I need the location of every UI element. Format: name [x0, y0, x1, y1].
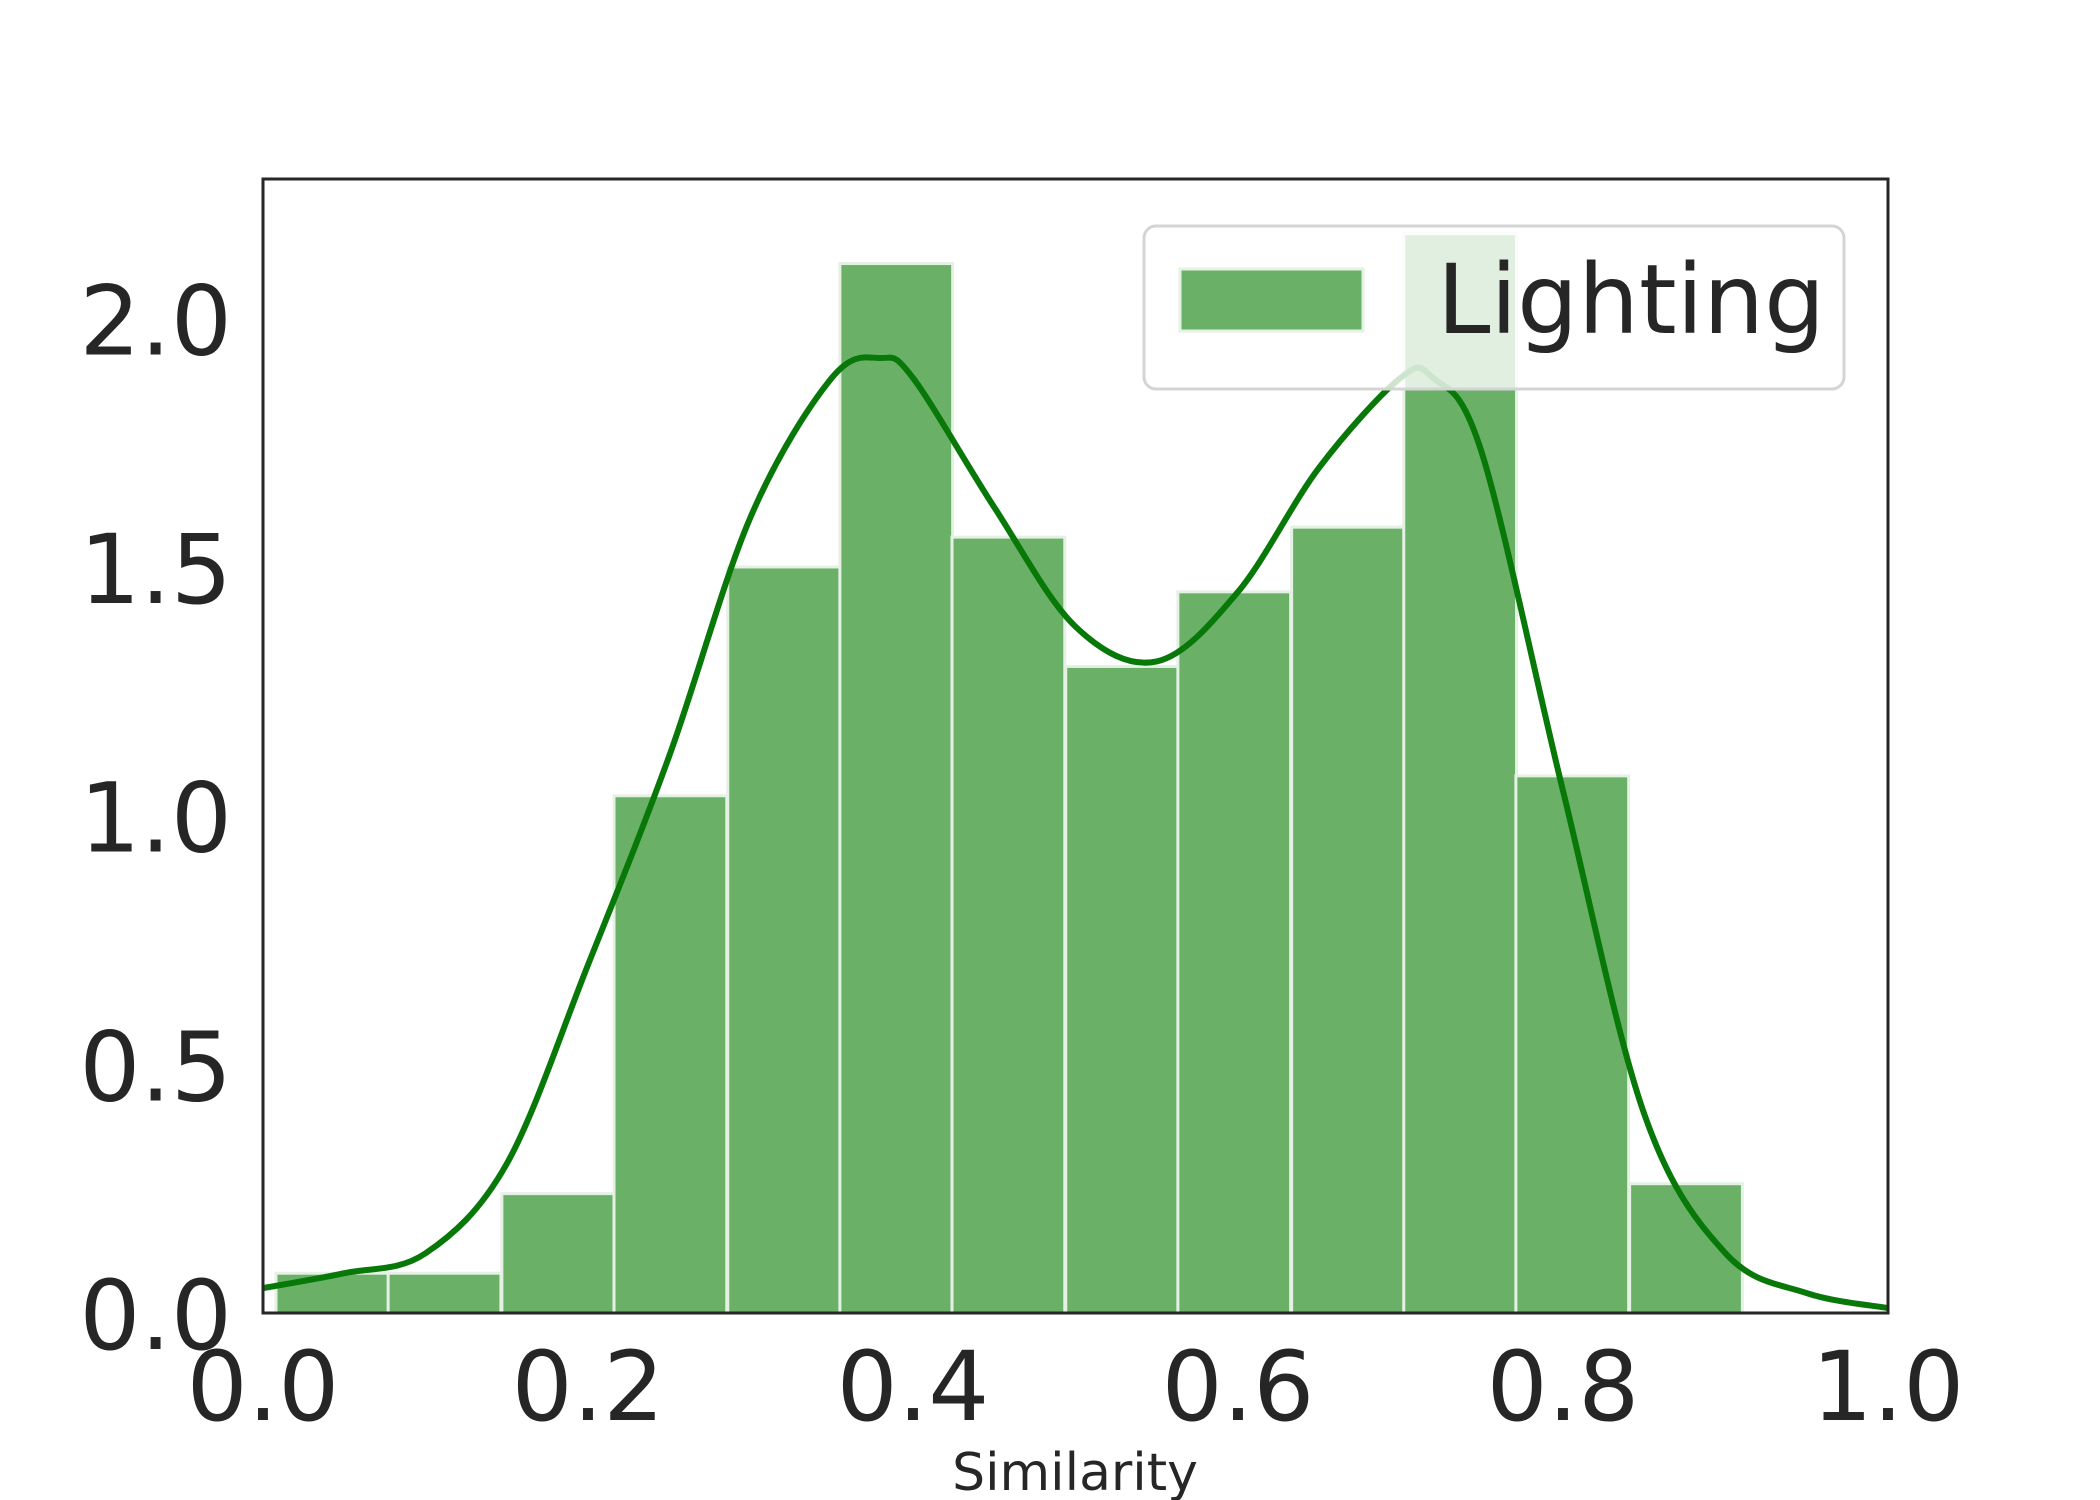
legend-frame	[1142, 224, 1846, 391]
y-axis-ticks: 0.0 0.5 1.0 1.5 2.0	[79, 265, 232, 1372]
histogram-bar-0	[274, 1271, 391, 1315]
plot-area-frame	[261, 177, 1890, 1315]
x-axis-ticks: 0.0 0.2 0.4 0.6 0.8 1.0	[187, 1331, 1965, 1443]
density-curve-line	[262, 354, 1889, 1311]
histogram-bar-8	[1176, 590, 1293, 1315]
x-axis-label: Similarity	[952, 1443, 1198, 1500]
histogram-bar-6	[950, 535, 1067, 1315]
histogram-bar-9	[1290, 525, 1406, 1315]
histogram-bar-4	[726, 565, 843, 1315]
x-tick-label-0: 0.0	[187, 1331, 340, 1443]
y-tick-label-1: 0.5	[79, 1011, 232, 1123]
y-tick-label-2: 1.0	[79, 763, 232, 875]
histogram-bar-10	[1402, 232, 1519, 1315]
histogram-bar-2	[500, 1192, 617, 1315]
legend: Lighting	[1142, 224, 1846, 391]
histogram-bar-5	[838, 262, 955, 1315]
histogram-bar-3	[612, 794, 729, 1315]
y-tick-label-4: 2.0	[79, 265, 232, 377]
x-tick-label-5: 1.0	[1812, 1331, 1965, 1443]
legend-label-lighting: Lighting	[1437, 244, 1825, 356]
histogram-bar-7	[1064, 664, 1181, 1315]
y-tick-label-3: 1.5	[79, 514, 232, 626]
y-tick-label-0: 0.0	[79, 1260, 232, 1372]
x-tick-label-1: 0.2	[512, 1331, 665, 1443]
histogram-bar-11	[1514, 774, 1631, 1315]
x-tick-label-3: 0.6	[1162, 1331, 1315, 1443]
x-tick-label-4: 0.8	[1487, 1331, 1640, 1443]
legend-swatch-lighting	[1178, 267, 1365, 333]
histogram-bar-1	[386, 1271, 503, 1315]
histogram-bars	[274, 232, 1744, 1315]
x-tick-label-2: 0.4	[837, 1331, 990, 1443]
